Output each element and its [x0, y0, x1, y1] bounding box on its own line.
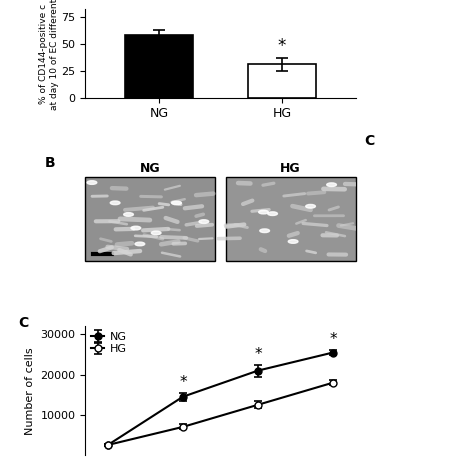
Circle shape — [259, 210, 268, 214]
Circle shape — [268, 212, 277, 216]
Text: B: B — [45, 156, 55, 170]
Circle shape — [131, 226, 141, 230]
Circle shape — [327, 183, 337, 187]
Text: C: C — [18, 316, 28, 330]
Bar — [125, 35, 193, 98]
Circle shape — [306, 204, 315, 208]
Circle shape — [199, 220, 209, 223]
Text: *: * — [179, 375, 187, 390]
Circle shape — [124, 213, 133, 216]
Circle shape — [135, 242, 145, 246]
Circle shape — [288, 240, 298, 243]
Text: *: * — [329, 332, 337, 347]
Text: *: * — [278, 37, 286, 55]
Circle shape — [151, 231, 161, 235]
Bar — [248, 64, 316, 98]
Circle shape — [110, 201, 120, 205]
Text: C: C — [364, 135, 374, 148]
Text: NG: NG — [140, 162, 161, 175]
Legend: NG, HG: NG, HG — [91, 332, 127, 354]
Text: HG: HG — [280, 162, 301, 175]
Circle shape — [260, 229, 270, 233]
Text: *: * — [254, 347, 262, 362]
Y-axis label: Number of cells: Number of cells — [25, 347, 35, 435]
Circle shape — [87, 181, 97, 184]
Y-axis label: % of CD144-positive c
at day 10 of EC differenti: % of CD144-positive c at day 10 of EC di… — [39, 0, 59, 110]
Circle shape — [172, 201, 182, 205]
